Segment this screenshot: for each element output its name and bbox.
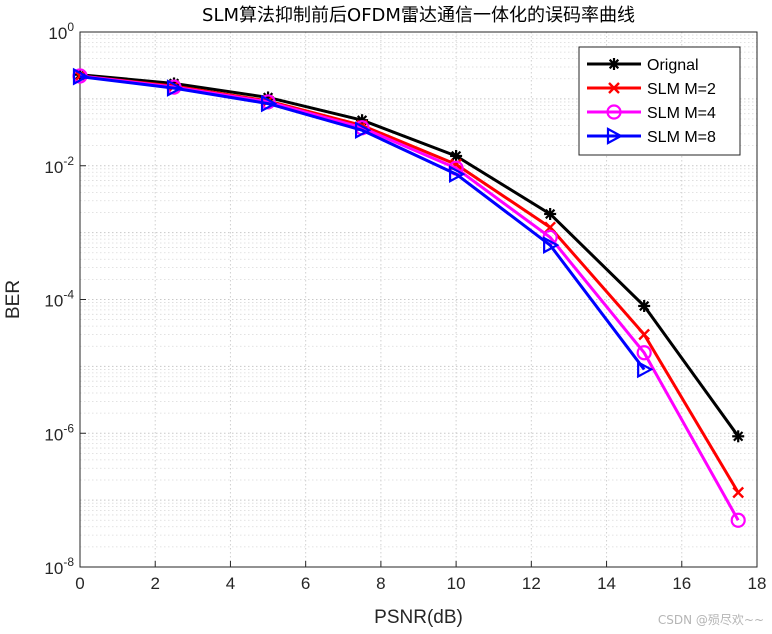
triangle-marker [449, 165, 466, 183]
chart-title: SLM算法抑制前后OFDM雷达通信一体化的误码率曲线 [202, 5, 635, 26]
x-tick-label: 14 [597, 574, 616, 593]
series-line [79, 73, 740, 438]
legend-label: SLM M=4 [647, 105, 716, 122]
x-tick-label: 8 [376, 574, 385, 593]
legend-entry: SLM M=4 [587, 104, 716, 122]
circle-marker [730, 512, 746, 528]
x-tick-label: 2 [150, 574, 159, 593]
legend-label: SLM M=8 [647, 129, 716, 146]
legend-label: SLM M=2 [647, 81, 716, 98]
triangle-marker [354, 121, 372, 140]
legend: Orignal SLM M=2 SLM M=4 SLM M=8 [578, 46, 741, 156]
triangle-marker [260, 94, 278, 113]
asterisk-marker [608, 58, 620, 70]
x-axis-title: PSNR(dB) [374, 607, 463, 628]
marker-stroke [638, 328, 651, 341]
y-axis-title: BER [3, 280, 24, 319]
asterisk-marker [732, 430, 745, 443]
triangle-marker [166, 79, 184, 97]
asterisk-marker [450, 149, 463, 162]
marker-stroke [451, 150, 462, 162]
series-line [79, 75, 646, 371]
watermark: CSDN @殒尽欢~~ [657, 613, 764, 627]
marker-stroke [608, 82, 620, 94]
x-tick-label: 18 [748, 574, 767, 593]
legend-label: Orignal [647, 57, 699, 74]
x-marker [638, 328, 651, 341]
triangle-marker [543, 236, 560, 254]
triangle-marker [606, 127, 624, 145]
circle-marker [606, 104, 622, 120]
asterisk-marker [638, 299, 651, 312]
marker-stroke [732, 486, 745, 499]
y-tick-label: 10-4 [44, 288, 74, 311]
legend-entry: SLM M=8 [587, 127, 716, 146]
legend-entry: SLM M=2 [587, 81, 716, 98]
x-tick-label: 10 [447, 574, 466, 593]
y-tick-label: 100 [48, 20, 74, 43]
x-axis: 0 2 4 6 8 10 12 14 16 18 [75, 561, 766, 593]
x-tick-label: 6 [301, 574, 310, 593]
asterisk-marker [544, 207, 557, 220]
legend-entry: Orignal [587, 57, 699, 74]
marker-stroke [639, 300, 650, 312]
circle-marker [636, 345, 652, 361]
x-tick-label: 0 [75, 574, 84, 593]
y-axis: 100 10-2 10-4 10-6 10-8 [44, 20, 86, 578]
y-tick-label: 10-2 [44, 154, 74, 177]
x-marker [732, 486, 745, 499]
marker-stroke [733, 431, 744, 442]
marker-stroke [608, 58, 620, 70]
series-4 [72, 67, 654, 379]
marker-stroke [545, 208, 556, 220]
y-tick-label: 10-6 [44, 421, 74, 444]
x-tick-label: 12 [522, 574, 541, 593]
x-tick-label: 16 [672, 574, 691, 593]
series-group [72, 67, 746, 528]
x-tick-label: 4 [226, 574, 235, 593]
y-tick-label: 10-8 [44, 555, 74, 578]
triangle-marker [72, 67, 90, 86]
x-marker [608, 82, 620, 94]
triangle-marker [637, 360, 654, 379]
